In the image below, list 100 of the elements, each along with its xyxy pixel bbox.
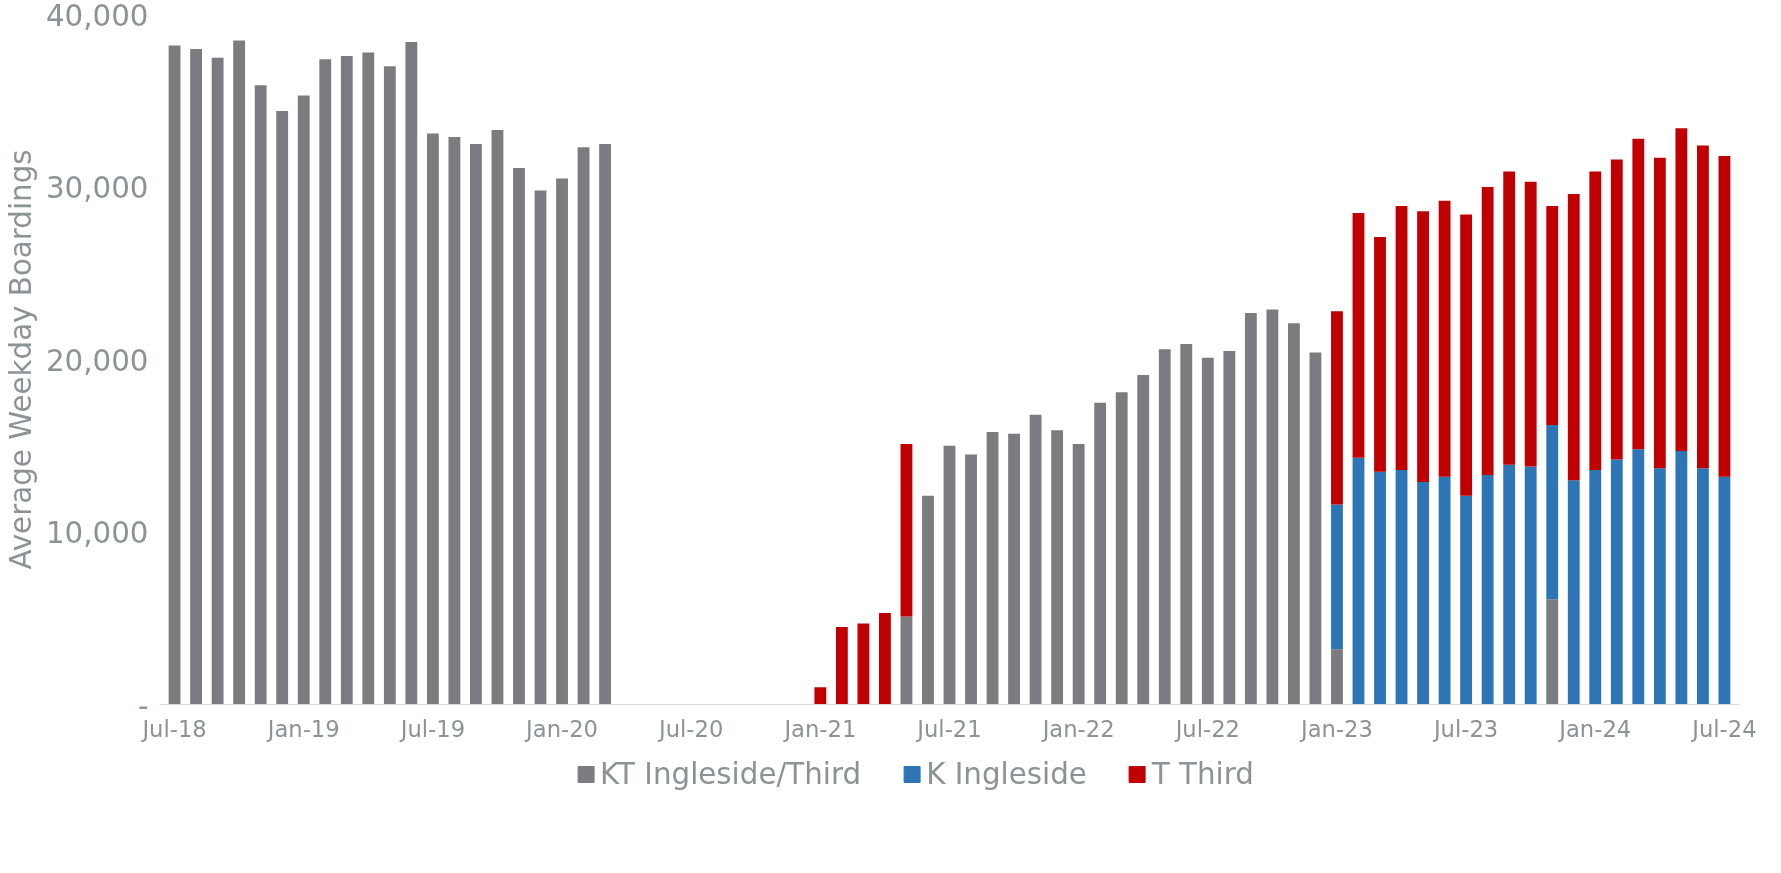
x-tick-label: Jan-21 bbox=[782, 715, 857, 742]
bar bbox=[1696, 468, 1709, 705]
bar bbox=[577, 147, 590, 705]
bar bbox=[1244, 312, 1257, 705]
bar bbox=[1503, 464, 1516, 705]
y-tick-label: 20,000 bbox=[45, 343, 149, 378]
bar bbox=[168, 45, 181, 705]
x-tick-label: Jan-22 bbox=[1040, 715, 1115, 742]
bar bbox=[922, 495, 934, 705]
bar bbox=[1653, 468, 1666, 705]
x-tick-label: Jul-23 bbox=[1431, 715, 1499, 742]
x-tick-label: Jul-18 bbox=[140, 715, 207, 742]
bar bbox=[900, 616, 913, 705]
bar bbox=[426, 133, 439, 705]
bar bbox=[1051, 430, 1064, 705]
bar bbox=[1718, 155, 1731, 477]
bar bbox=[1331, 311, 1343, 505]
bar bbox=[1266, 309, 1279, 705]
bar bbox=[556, 178, 568, 705]
bar bbox=[835, 626, 848, 705]
bar bbox=[900, 444, 913, 617]
bar bbox=[1374, 471, 1386, 705]
bar bbox=[1158, 349, 1171, 705]
bar bbox=[879, 613, 891, 705]
bar bbox=[1610, 159, 1623, 460]
bar bbox=[1675, 450, 1688, 705]
bar bbox=[943, 445, 956, 705]
bar bbox=[1546, 425, 1559, 600]
x-tick-label: Jul-20 bbox=[657, 715, 724, 742]
bar bbox=[1201, 357, 1214, 705]
bar bbox=[1460, 214, 1473, 496]
bar bbox=[1696, 145, 1709, 469]
bar bbox=[1287, 323, 1300, 705]
x-tick-label: Jan-23 bbox=[1299, 715, 1373, 742]
bar bbox=[340, 55, 353, 705]
bar bbox=[1352, 457, 1365, 705]
bar bbox=[1094, 402, 1107, 705]
bar bbox=[1675, 128, 1688, 451]
y-axis-title: Average Weekday Boardings bbox=[3, 149, 38, 570]
bar bbox=[1417, 211, 1429, 482]
bar bbox=[1180, 343, 1193, 705]
x-tick-label: Jul-19 bbox=[398, 715, 466, 742]
bar bbox=[1546, 599, 1559, 705]
bar bbox=[297, 95, 310, 705]
bar bbox=[1632, 138, 1645, 450]
bar bbox=[986, 431, 999, 705]
bar bbox=[857, 623, 870, 705]
bar bbox=[1438, 476, 1451, 705]
bar bbox=[211, 57, 224, 705]
y-tick-label: 40,000 bbox=[45, 0, 149, 33]
bar bbox=[1395, 469, 1408, 705]
x-tick-label: Jan-20 bbox=[524, 715, 599, 742]
bar bbox=[1567, 193, 1580, 481]
bar bbox=[599, 143, 612, 705]
bar bbox=[1718, 476, 1731, 705]
bar bbox=[1546, 205, 1559, 426]
bar bbox=[1632, 449, 1645, 705]
x-tick-label: Jan-19 bbox=[265, 715, 340, 742]
bar bbox=[1503, 171, 1516, 465]
y-tick-label: 30,000 bbox=[45, 171, 149, 205]
y-tick-label: 10,000 bbox=[45, 516, 149, 550]
bar bbox=[1589, 171, 1602, 470]
bar bbox=[1417, 481, 1429, 705]
x-tick-label: Jul-24 bbox=[1690, 715, 1757, 742]
bar bbox=[254, 85, 267, 705]
bar bbox=[1029, 414, 1042, 705]
legend-label: T Third bbox=[1151, 757, 1254, 791]
bar bbox=[276, 111, 289, 705]
bar bbox=[1352, 212, 1365, 458]
x-tick-label: Jan-24 bbox=[1557, 715, 1632, 742]
x-tick-label: Jul-21 bbox=[915, 715, 982, 742]
bar bbox=[1438, 200, 1451, 477]
bar bbox=[190, 49, 203, 705]
bar bbox=[1567, 480, 1580, 705]
bar bbox=[534, 190, 547, 705]
bar bbox=[1309, 352, 1322, 705]
bar bbox=[1331, 504, 1343, 650]
bar bbox=[1524, 181, 1537, 467]
bar bbox=[814, 687, 827, 705]
bar bbox=[1460, 495, 1473, 705]
bar bbox=[362, 52, 375, 705]
bar bbox=[1589, 469, 1602, 705]
bar bbox=[448, 136, 461, 705]
bar bbox=[1331, 649, 1343, 705]
bar bbox=[491, 130, 504, 705]
bar bbox=[1395, 205, 1408, 470]
legend-label: K Ingleside bbox=[926, 757, 1087, 791]
bar bbox=[1610, 459, 1623, 705]
bar bbox=[233, 40, 246, 705]
bar bbox=[1481, 475, 1494, 705]
bar bbox=[1223, 350, 1236, 705]
bar bbox=[1481, 187, 1494, 476]
bar bbox=[1008, 433, 1020, 705]
bar bbox=[1374, 237, 1386, 472]
bar bbox=[405, 42, 418, 705]
bar bbox=[1653, 157, 1666, 469]
bar bbox=[1072, 444, 1085, 705]
bar bbox=[1524, 466, 1537, 705]
bar bbox=[383, 66, 396, 705]
bar bbox=[319, 59, 332, 705]
